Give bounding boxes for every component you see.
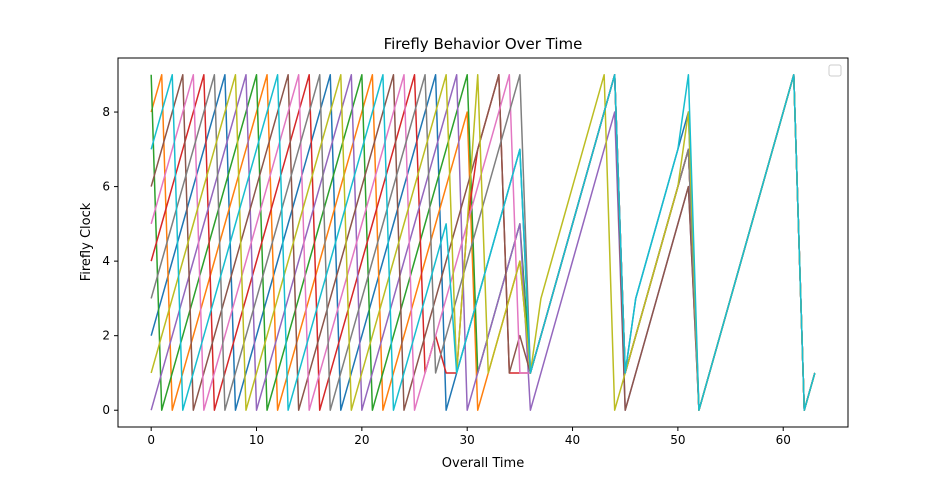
x-axis: 0 10 20 30 40 50 60: [147, 427, 791, 447]
x-tick-label: 0: [147, 433, 155, 447]
x-axis-label: Overall Time: [442, 456, 524, 471]
chart-title: Firefly Behavior Over Time: [384, 35, 583, 53]
plot-frame: [117, 57, 849, 428]
x-tick-label: 30: [460, 433, 475, 447]
y-tick-label: 6: [102, 180, 110, 194]
x-tick-label: 20: [354, 433, 369, 447]
x-tick-label: 50: [670, 433, 685, 447]
y-tick-label: 2: [102, 329, 110, 343]
y-tick-label: 4: [102, 254, 110, 268]
y-axis-label: Firefly Clock: [79, 202, 94, 281]
y-tick-label: 0: [102, 403, 110, 417]
legend-box: [828, 64, 842, 77]
x-tick-label: 60: [776, 433, 791, 447]
y-tick-label: 8: [102, 105, 110, 119]
series-line-10: [150, 74, 816, 411]
x-tick-label: 10: [249, 433, 264, 447]
y-axis: 0 2 4 6 8: [102, 105, 118, 417]
series-layer: [150, 74, 816, 411]
x-tick-label: 40: [565, 433, 580, 447]
